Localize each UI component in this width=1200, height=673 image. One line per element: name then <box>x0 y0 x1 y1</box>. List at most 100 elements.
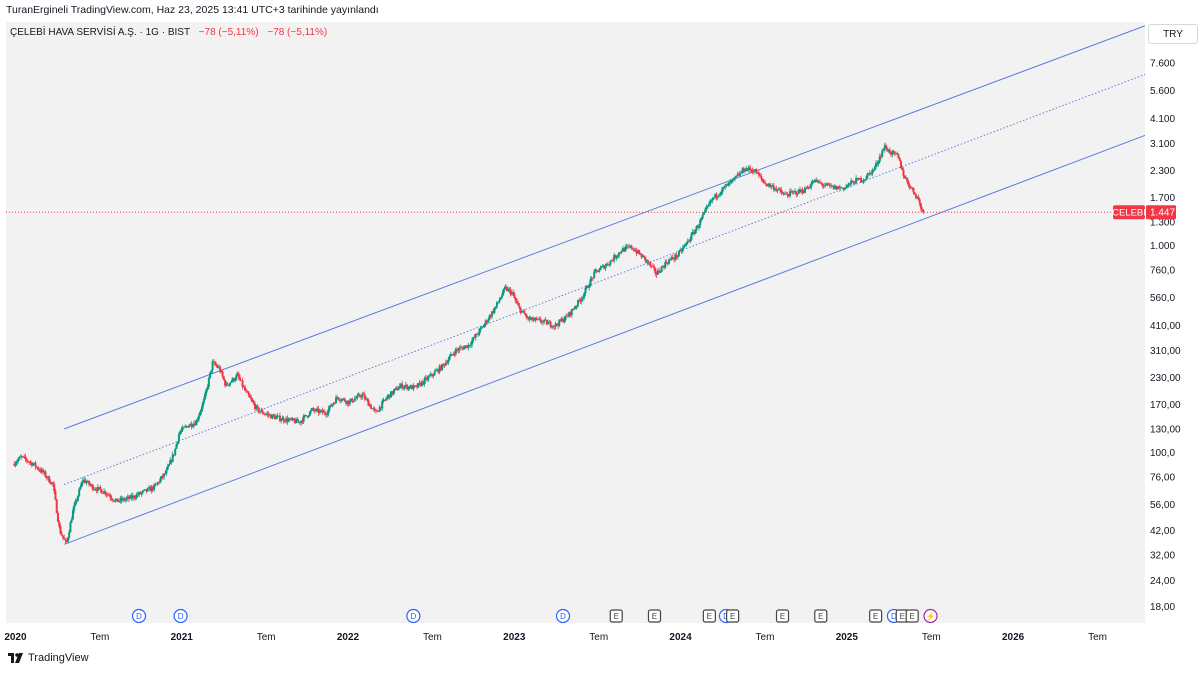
candle-body <box>917 196 920 200</box>
y-tick-label: 7.600 <box>1150 59 1175 70</box>
event-marker-split[interactable]: ⚡ <box>923 608 938 624</box>
candle-body <box>361 393 364 398</box>
candle-body <box>49 482 52 484</box>
candle-body <box>482 326 485 328</box>
candle-body <box>267 413 270 416</box>
candle-body <box>475 334 478 335</box>
candle-body <box>389 391 392 398</box>
candle-body <box>865 178 868 180</box>
candle-body <box>468 344 471 346</box>
candle-body <box>174 448 177 456</box>
candle-body <box>472 337 475 341</box>
candle-body <box>595 269 598 271</box>
candle-body <box>89 484 92 486</box>
candle-body <box>386 396 389 399</box>
candle-body <box>128 496 131 499</box>
candle-body <box>229 382 232 386</box>
candle-body <box>720 191 723 194</box>
candle-body <box>626 246 629 248</box>
candle-body <box>316 408 319 410</box>
event-marker-earnings[interactable]: E <box>647 609 662 623</box>
event-marker-earnings[interactable]: E <box>905 609 919 623</box>
price-scale[interactable] <box>1145 22 1200 623</box>
candle-body <box>682 245 685 248</box>
candle-body <box>603 265 606 269</box>
event-marker-earnings[interactable]: E <box>814 609 828 623</box>
candle-body <box>700 218 703 220</box>
event-marker-earnings[interactable]: E <box>609 609 623 623</box>
candle-body <box>594 269 597 272</box>
candle-body <box>113 500 116 502</box>
candle-body <box>444 362 447 366</box>
candle-body <box>219 366 222 372</box>
candle-body <box>704 209 707 213</box>
candle-body <box>735 175 738 178</box>
candle-body <box>261 410 264 414</box>
candle-body <box>437 369 440 373</box>
candle-body <box>483 324 486 327</box>
candle-body <box>894 153 897 154</box>
candle-body <box>855 178 858 184</box>
candle-body <box>750 169 753 171</box>
candle-body <box>893 151 896 154</box>
candle-body <box>863 179 866 181</box>
y-tick-label: 1.300 <box>1150 217 1175 228</box>
event-marker-earnings[interactable]: E <box>869 609 883 623</box>
candle-body <box>146 488 149 492</box>
candle-body <box>569 311 572 316</box>
candle-body <box>457 349 460 351</box>
candle-body <box>373 408 376 410</box>
candle-body <box>60 533 63 536</box>
candle-body <box>653 266 656 269</box>
candle-body <box>109 495 112 498</box>
symbol-title[interactable]: ÇELEBİ HAVA SERVİSİ A.Ş. · 1G · BIST <box>10 27 190 38</box>
candle-body <box>680 249 683 252</box>
event-marker-dividend[interactable]: D <box>555 608 571 624</box>
candle-body <box>70 519 73 523</box>
candle-body <box>322 411 325 413</box>
event-marker-dividend[interactable]: D <box>173 608 188 624</box>
candle-body <box>509 289 512 295</box>
candle-body <box>845 186 848 188</box>
candle-body <box>39 470 42 472</box>
event-marker-dividend[interactable]: D <box>131 608 147 624</box>
y-tick-label: 760,0 <box>1150 266 1175 277</box>
candle-body <box>222 376 225 380</box>
event-marker-label: E <box>910 612 915 621</box>
event-marker-earnings[interactable]: E <box>726 609 740 623</box>
event-marker-earnings[interactable]: E <box>775 609 790 623</box>
candle-body <box>27 460 30 462</box>
candle-body <box>820 182 823 184</box>
candle-body <box>423 378 426 385</box>
chart-pane[interactable] <box>6 22 1145 623</box>
candle-body <box>254 403 257 409</box>
candle-body <box>515 300 518 304</box>
x-tick-label: Tem <box>922 632 941 643</box>
candle-body <box>631 248 634 250</box>
candle-body <box>709 200 712 205</box>
event-marker-shape <box>923 608 938 624</box>
candle-body <box>68 532 71 538</box>
candle-body <box>540 321 543 323</box>
candle-body <box>853 183 856 184</box>
candle-body <box>141 490 144 493</box>
candle-body <box>529 318 532 320</box>
event-marker-dividend[interactable]: D <box>406 608 421 624</box>
candle-body <box>66 537 69 542</box>
tradingview-logo[interactable]: TradingView <box>8 652 89 664</box>
candle-body <box>383 399 386 401</box>
candle-body <box>462 347 465 350</box>
x-tick-label: 2022 <box>337 632 360 643</box>
candle-body <box>722 186 725 188</box>
candle-body <box>902 169 905 176</box>
candle-body <box>103 491 106 494</box>
candle-body <box>575 305 578 307</box>
candle-body <box>765 183 768 186</box>
currency-button[interactable]: TRY <box>1148 24 1198 44</box>
candle-body <box>591 277 594 279</box>
candle-body <box>37 467 40 470</box>
event-marker-earnings[interactable]: E <box>702 609 716 623</box>
candle-body <box>143 489 146 491</box>
candle-body <box>321 409 324 413</box>
